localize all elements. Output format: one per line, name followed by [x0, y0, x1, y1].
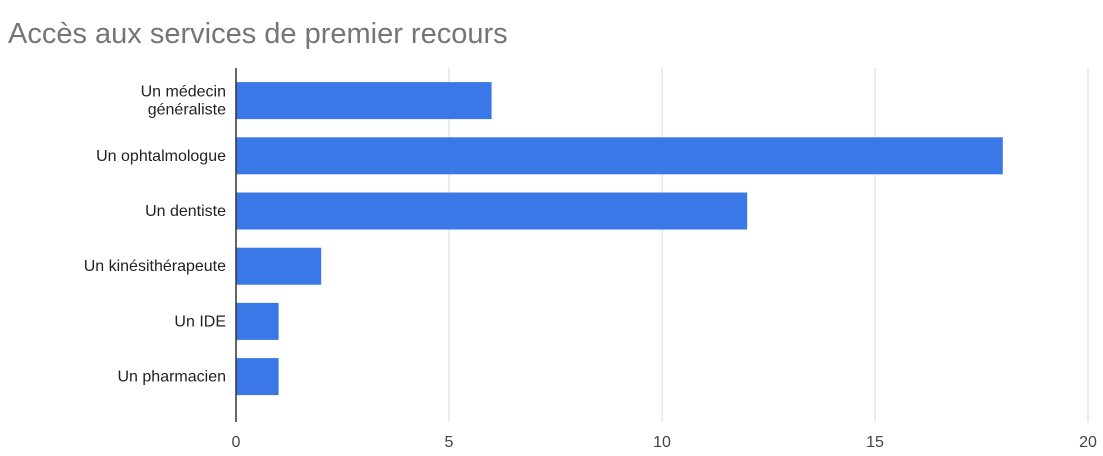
x-tick-label: 5 — [445, 434, 454, 451]
x-tick-label: 0 — [232, 434, 241, 451]
category-label-line: Un ophtalmologue — [96, 148, 226, 165]
x-tick-label: 15 — [866, 434, 884, 451]
x-tick-label: 20 — [1079, 434, 1097, 451]
category-label: Un médecin généraliste — [141, 84, 226, 119]
category-label: Un dentiste — [145, 203, 226, 220]
bar — [236, 137, 1003, 175]
category-label: Un kinésithérapeute — [84, 258, 226, 275]
category-label: Un IDE — [174, 313, 226, 330]
category-label: Un ophtalmologue — [96, 148, 226, 165]
chart-title: Accès aux services de premier recours — [8, 18, 508, 50]
category-label-line: généraliste — [148, 102, 226, 119]
category-label-line: Un pharmacien — [118, 369, 227, 386]
x-tick-label: 10 — [653, 434, 671, 451]
value-tick-labels: 0 5 10 15 20 — [232, 434, 1097, 451]
category-labels: Un médecin généraliste Un ophtalmologue Un … — [84, 84, 226, 386]
category-label-line: Un IDE — [174, 313, 226, 330]
bar — [236, 82, 492, 120]
category-label-line: Un dentiste — [145, 203, 226, 220]
category-label: Un pharmacien — [118, 369, 227, 386]
category-label-line: Un kinésithérapeute — [84, 258, 226, 275]
bar — [236, 358, 279, 396]
gridlines — [448, 68, 1089, 422]
category-label-line: Un médecin — [141, 84, 226, 101]
bars — [236, 82, 1003, 396]
bar — [236, 302, 279, 340]
bar — [236, 247, 322, 285]
bar — [236, 192, 748, 230]
